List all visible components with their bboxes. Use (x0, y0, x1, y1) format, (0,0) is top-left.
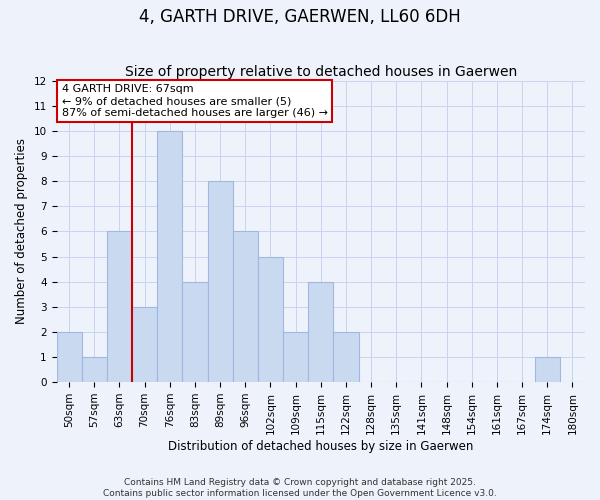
X-axis label: Distribution of detached houses by size in Gaerwen: Distribution of detached houses by size … (168, 440, 473, 452)
Text: 4, GARTH DRIVE, GAERWEN, LL60 6DH: 4, GARTH DRIVE, GAERWEN, LL60 6DH (139, 8, 461, 26)
Bar (157, 131, 182, 382)
Text: Contains HM Land Registry data © Crown copyright and database right 2025.
Contai: Contains HM Land Registry data © Crown c… (103, 478, 497, 498)
Bar (308, 282, 334, 382)
Bar (535, 357, 560, 382)
Bar (208, 181, 233, 382)
Title: Size of property relative to detached houses in Gaerwen: Size of property relative to detached ho… (125, 66, 517, 80)
Bar (182, 282, 208, 382)
Bar (82, 357, 107, 382)
Y-axis label: Number of detached properties: Number of detached properties (15, 138, 28, 324)
Bar (233, 232, 258, 382)
Bar (283, 332, 308, 382)
Bar (56, 332, 82, 382)
Text: 4 GARTH DRIVE: 67sqm
← 9% of detached houses are smaller (5)
87% of semi-detache: 4 GARTH DRIVE: 67sqm ← 9% of detached ho… (62, 84, 328, 117)
Bar (258, 256, 283, 382)
Bar (132, 306, 157, 382)
Bar (334, 332, 359, 382)
Bar (107, 232, 132, 382)
